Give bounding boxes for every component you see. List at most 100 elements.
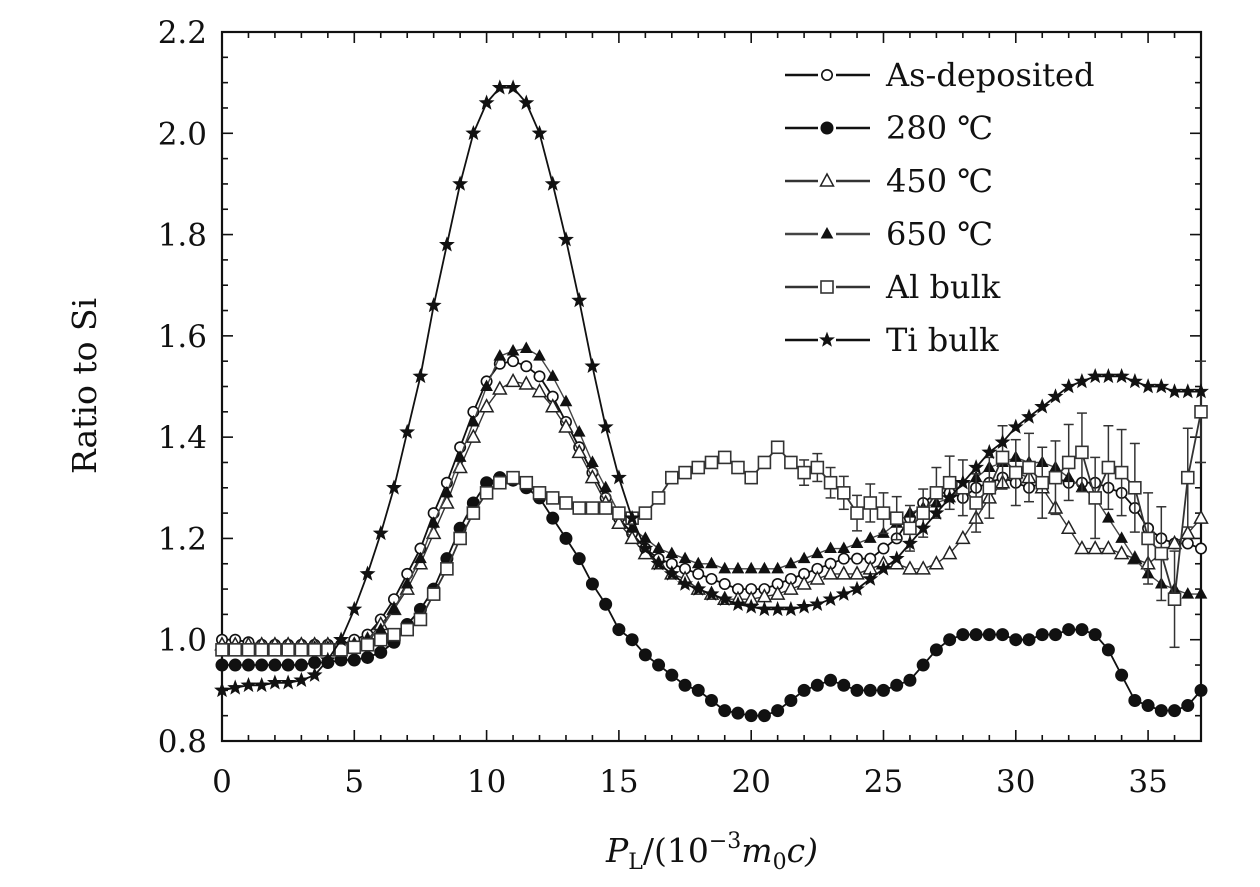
y-tick-label: 2.0 [158,116,207,152]
y-tick-label: 0.8 [158,724,207,760]
data-point [493,349,507,361]
legend-marker [820,121,834,135]
data-point [716,590,733,606]
data-point [612,506,626,520]
data-point [1034,398,1051,414]
data-point [559,531,573,545]
data-point [836,486,851,500]
data-point [757,455,772,470]
legend-label: 650 ℃ [886,215,993,253]
data-point [1168,704,1182,718]
x-tick-label: 0 [212,764,232,800]
legend-item: As-deposited [785,56,1094,94]
data-point [704,455,719,470]
data-point [928,504,945,520]
legend-item: 450 ℃ [785,162,993,200]
series-450 [214,372,1209,651]
data-point [413,612,428,627]
data-point [1179,383,1196,399]
data-point [849,580,866,596]
data-point [731,460,745,475]
data-point [612,623,626,637]
data-point [520,360,533,373]
data-point [1193,383,1209,399]
data-point [386,479,402,495]
data-point [532,486,547,500]
legend-marker [820,69,833,82]
data-point [678,551,692,564]
data-point [373,632,388,647]
data-point [387,602,401,614]
data-point [796,598,812,614]
data-point [228,643,243,657]
data-point [982,628,996,642]
data-point [835,585,852,601]
data-point [757,709,771,723]
data-point [1060,519,1077,535]
data-point [956,628,970,642]
data-point [822,590,839,606]
data-point [215,643,229,657]
series-650 [215,341,1208,655]
data-point [756,600,773,617]
data-point [268,643,282,657]
data-point [597,418,614,434]
data-point [544,398,561,413]
data-point [1007,418,1024,434]
x-axis-title-main: P [605,831,629,870]
data-point [1102,511,1115,523]
data-point [796,575,812,590]
data-point [1047,388,1064,404]
data-point [888,550,905,566]
data-point [665,470,679,485]
y-tick-label: 1.2 [158,521,207,557]
data-point [969,496,983,510]
data-point [1048,628,1062,642]
data-point [731,706,745,720]
data-point [306,666,323,682]
data-point [929,486,944,500]
data-point [770,440,785,455]
data-point [981,443,998,460]
data-point [599,480,613,493]
data-point [837,541,851,554]
data-point [215,658,229,672]
data-point [875,560,892,576]
data-point [969,628,983,642]
data-point [625,521,639,533]
y-axis-title: Ratio to Si [65,298,104,474]
legend-item: 280 ℃ [785,109,993,147]
data-point [850,536,864,548]
data-point [333,631,350,647]
data-point [862,570,879,586]
data-point [1140,378,1157,394]
data-point [1062,623,1076,637]
data-point [599,597,613,611]
data-point [677,575,694,591]
data-point [412,368,429,384]
data-point [863,683,877,697]
data-point [996,628,1010,642]
data-point [1035,628,1049,642]
data-point [744,470,758,485]
data-point [718,578,731,591]
data-point [228,658,242,672]
axes-layer: 0 5 10 15 20 25 30 35 0.8 1.0 1.2 1.4 1.6 1.8 2.0 2.2 [158,15,1203,800]
data-point [823,475,838,490]
data-point [652,658,666,672]
y-tick-label: 1.4 [158,420,207,456]
data-point [1009,633,1023,647]
data-point [663,565,680,581]
data-point [1141,531,1155,546]
data-point [1100,539,1117,555]
data-point [559,394,573,407]
data-point [559,496,573,510]
data-point [214,682,230,698]
data-point [717,450,732,465]
data-point [876,506,891,520]
legend-marker [820,226,834,239]
data-point [360,637,375,652]
data-point [374,645,388,659]
data-point [440,485,454,498]
